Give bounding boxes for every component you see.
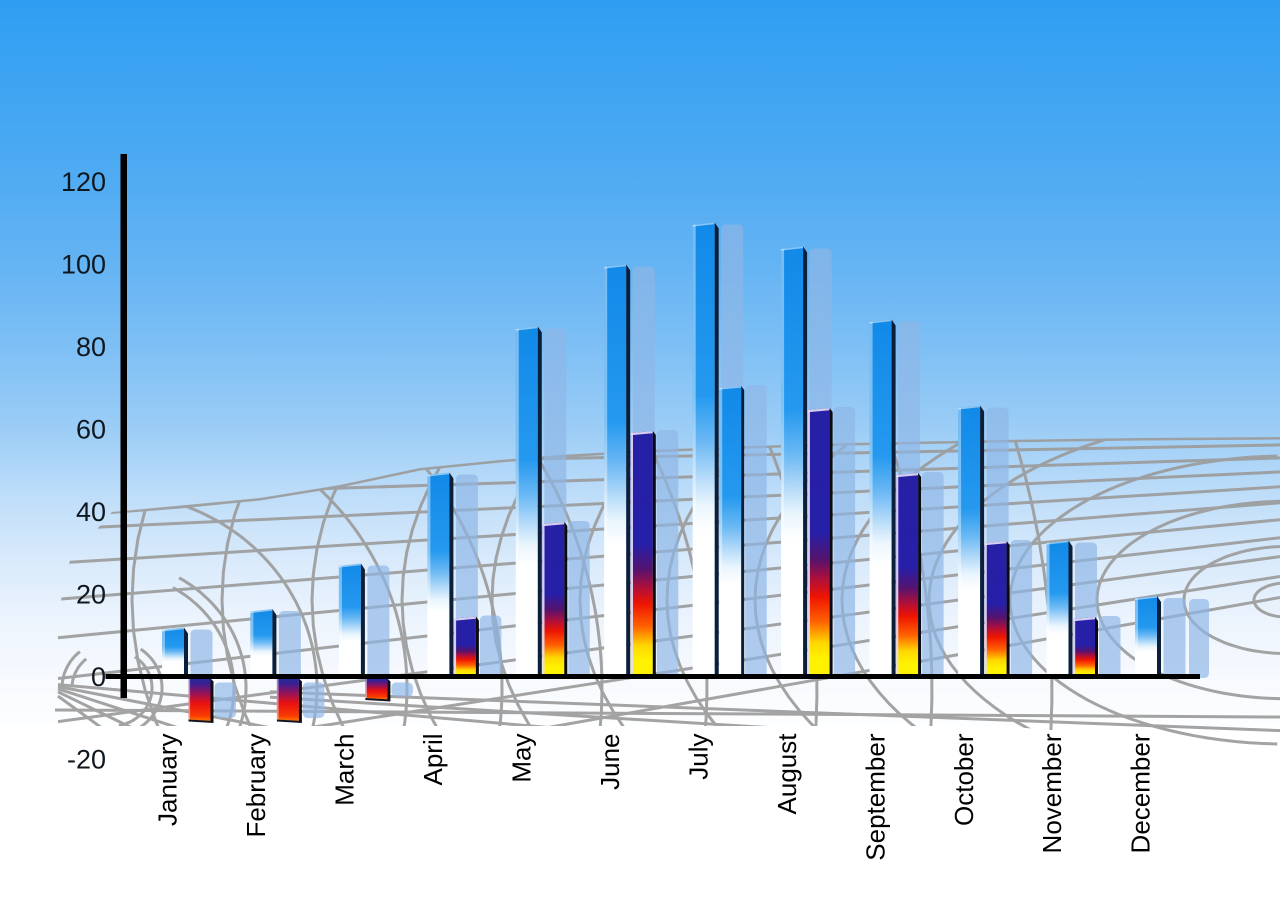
svg-text:August: August [772,733,802,815]
svg-text:June: June [595,734,625,790]
svg-text:100: 100 [61,250,106,280]
svg-text:October: October [949,733,979,826]
svg-text:January: January [153,734,183,827]
svg-text:-20: -20 [67,745,106,775]
svg-text:April: April [418,734,448,786]
svg-text:July: July [683,734,713,780]
svg-text:120: 120 [61,167,106,197]
svg-text:40: 40 [76,497,106,527]
svg-text:80: 80 [76,332,106,362]
svg-text:60: 60 [76,415,106,445]
svg-text:February: February [241,734,271,838]
svg-text:November: November [1037,733,1067,853]
svg-text:September: September [860,733,890,861]
svg-text:May: May [507,734,537,783]
svg-text:December: December [1126,733,1156,853]
svg-text:20: 20 [76,580,106,610]
svg-text:0: 0 [91,662,106,692]
svg-text:March: March [330,734,360,806]
